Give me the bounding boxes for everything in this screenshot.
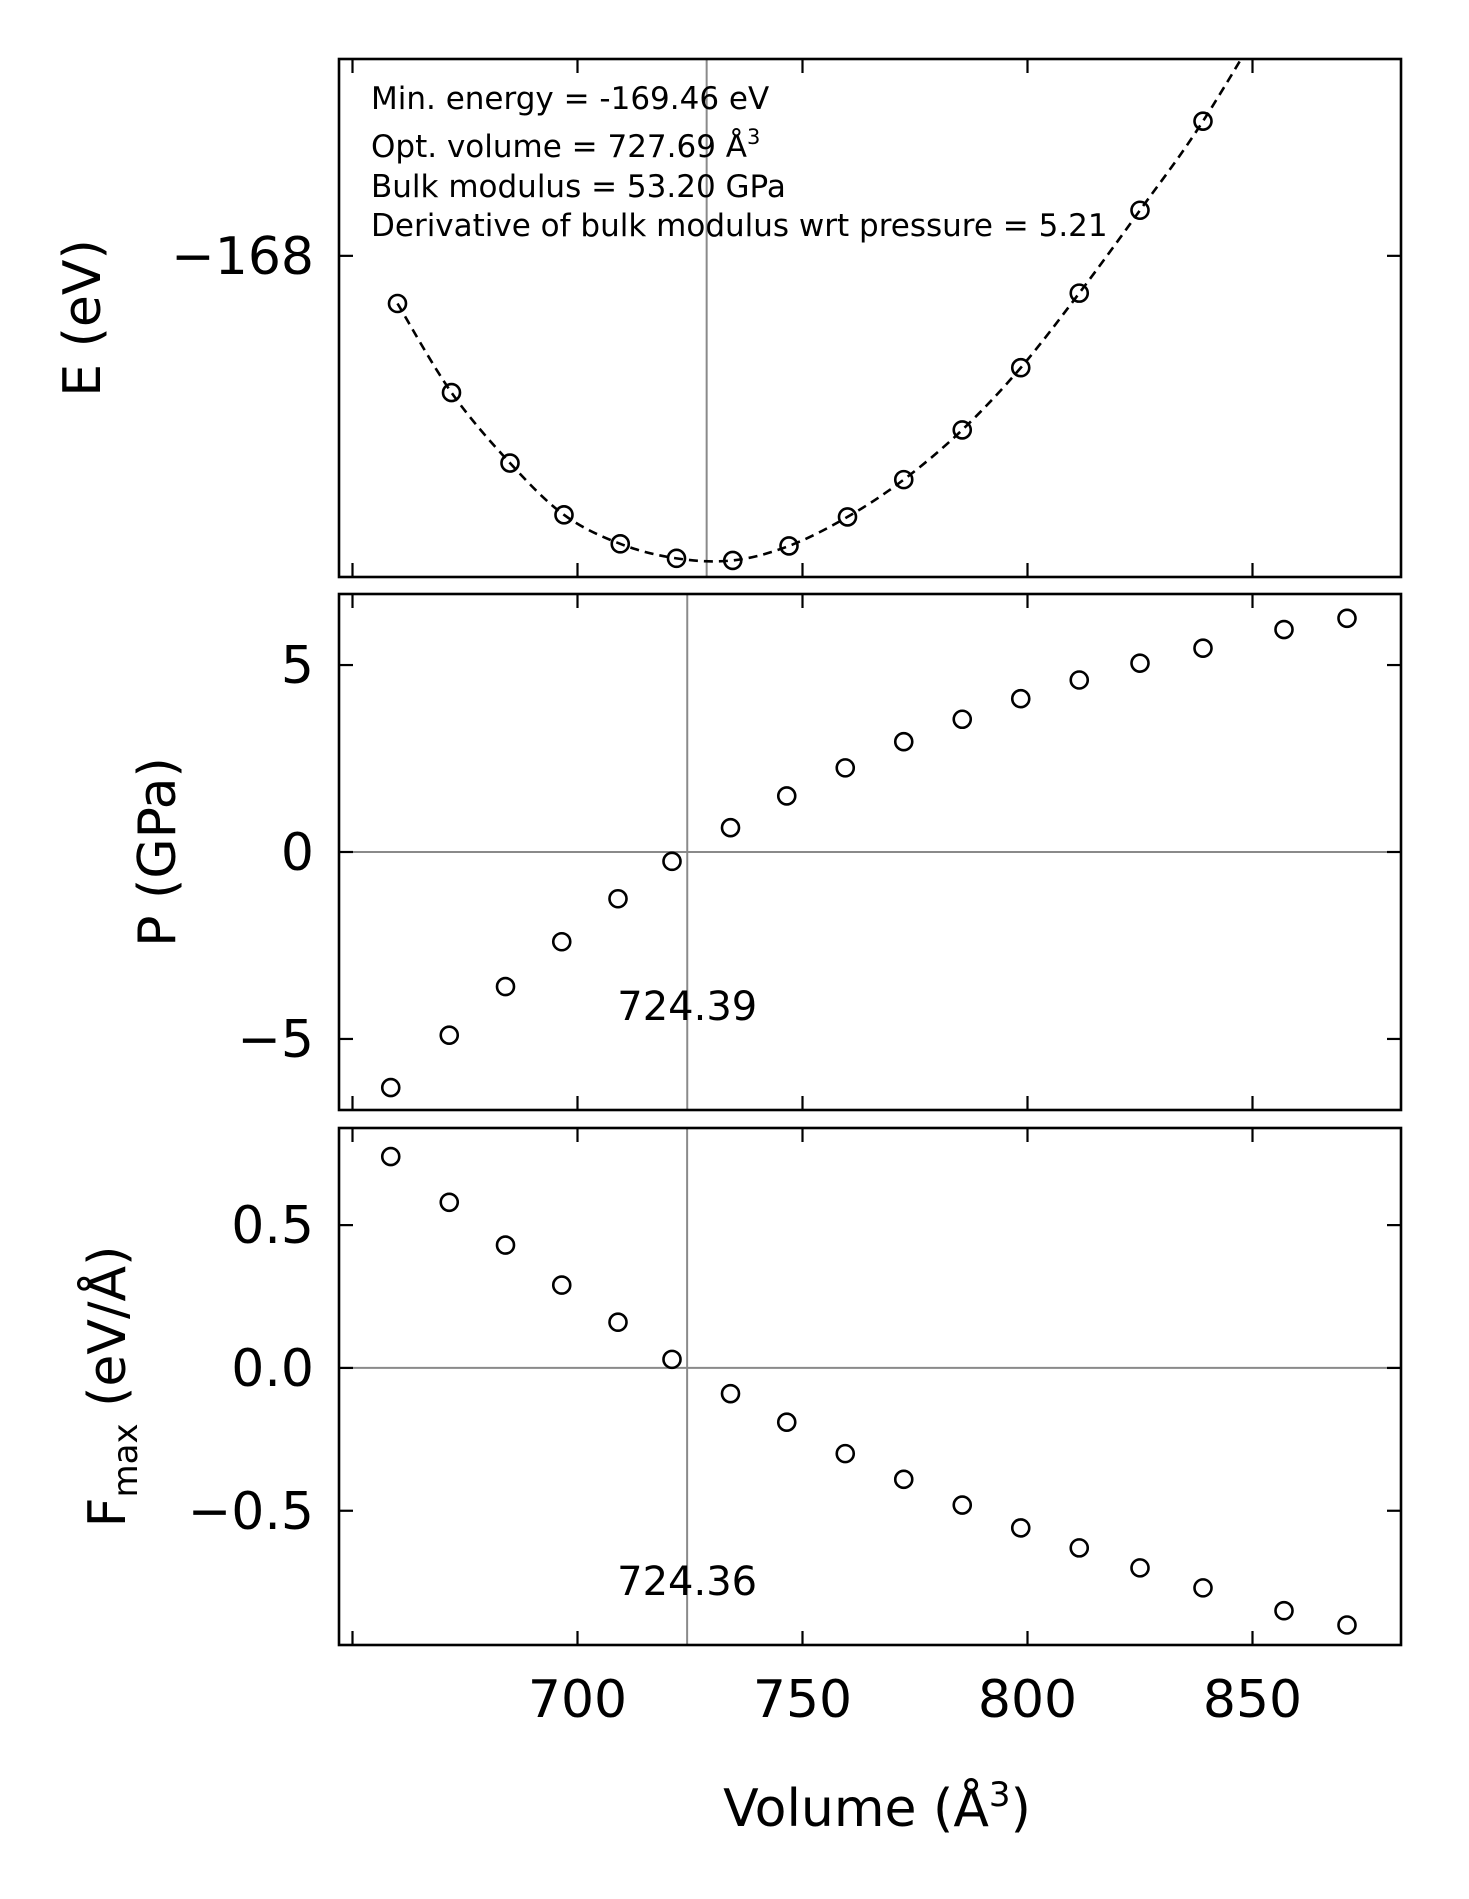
y-tick-label: 0 — [281, 823, 314, 883]
pressure-panel: 5 0 −5 P (GPa) 724.39 — [128, 592, 1403, 1112]
y-tick-label: −168 — [171, 227, 314, 287]
data-point — [720, 1383, 741, 1404]
data-point — [779, 536, 799, 556]
data-point — [380, 1146, 401, 1167]
data-point — [439, 1025, 460, 1046]
data-point — [1193, 1578, 1213, 1598]
x-tick-label: 700 — [528, 1670, 627, 1730]
x-tick-label: 800 — [978, 1670, 1077, 1730]
data-point — [1130, 200, 1150, 221]
data-point — [441, 382, 462, 403]
data-point — [1069, 283, 1090, 303]
data-point — [1193, 111, 1213, 131]
data-point — [776, 1412, 797, 1433]
data-point — [1274, 1600, 1294, 1621]
data-point — [1010, 688, 1031, 709]
x-axis-label: Volume (Å3) — [723, 1775, 1031, 1839]
data-point — [608, 888, 628, 909]
data-point — [1069, 1538, 1090, 1558]
data-point — [835, 1443, 856, 1464]
data-point — [1274, 619, 1294, 640]
fit-curve — [396, 59, 1243, 563]
data-point — [952, 709, 973, 730]
axes-frame — [337, 1126, 1403, 1647]
data-point — [1010, 357, 1031, 378]
data-point — [1069, 670, 1090, 690]
fit-annotation: Bulk modulus = 53.20 GPa — [371, 169, 786, 205]
data-point — [1130, 1558, 1150, 1578]
data-point — [835, 758, 856, 778]
y-axis-label: E (eV) — [53, 239, 113, 397]
data-point — [387, 293, 408, 314]
data-point — [662, 851, 682, 872]
data-point — [551, 931, 572, 952]
force-panel: 700 750 800 850 0.5 0.0 −0.5 Fmax (eV/Å) 724.36 — [76, 1126, 1403, 1730]
data-point — [666, 548, 687, 569]
y-axis-label: Fmax (eV/Å) — [76, 1246, 146, 1528]
crossing-value-label: 724.39 — [617, 984, 757, 1030]
data-point — [837, 507, 858, 527]
data-point — [893, 469, 914, 490]
y-tick-label: −5 — [237, 1010, 314, 1070]
x-tick-label: 850 — [1203, 1670, 1302, 1730]
data-point — [776, 786, 797, 806]
x-tick-label: 750 — [753, 1670, 852, 1730]
data-point — [554, 505, 574, 525]
axes-frame — [337, 57, 1403, 579]
data-point — [1130, 653, 1150, 673]
data-point — [495, 1235, 516, 1255]
y-tick-label: 0.5 — [231, 1196, 314, 1256]
data-point — [893, 731, 914, 752]
data-point — [380, 1077, 401, 1098]
y-tick-label: 5 — [281, 636, 314, 696]
data-point — [495, 976, 516, 997]
data-point — [722, 550, 743, 571]
data-point — [551, 1275, 572, 1295]
data-point — [1337, 608, 1357, 629]
data-point — [439, 1192, 460, 1213]
data-point — [952, 420, 973, 440]
data-point — [500, 453, 520, 473]
fit-annotation: Derivative of bulk modulus wrt pressure … — [371, 208, 1108, 244]
y-axis-label: P (GPa) — [128, 757, 188, 947]
data-point — [662, 1349, 682, 1370]
data-point — [952, 1495, 973, 1515]
data-point — [1337, 1615, 1357, 1635]
data-point — [608, 1312, 628, 1333]
data-point — [893, 1469, 914, 1490]
data-point — [1010, 1518, 1031, 1538]
y-tick-label: 0.0 — [231, 1339, 314, 1399]
y-tick-label: −0.5 — [188, 1482, 314, 1542]
data-point — [720, 817, 741, 838]
fit-annotation: Opt. volume = 727.69 Å3 — [371, 125, 760, 165]
fit-annotation: Min. energy = -169.46 eV — [371, 81, 769, 117]
data-point — [610, 534, 631, 554]
crossing-value-label: 724.36 — [617, 1559, 757, 1605]
data-point — [1193, 638, 1213, 659]
